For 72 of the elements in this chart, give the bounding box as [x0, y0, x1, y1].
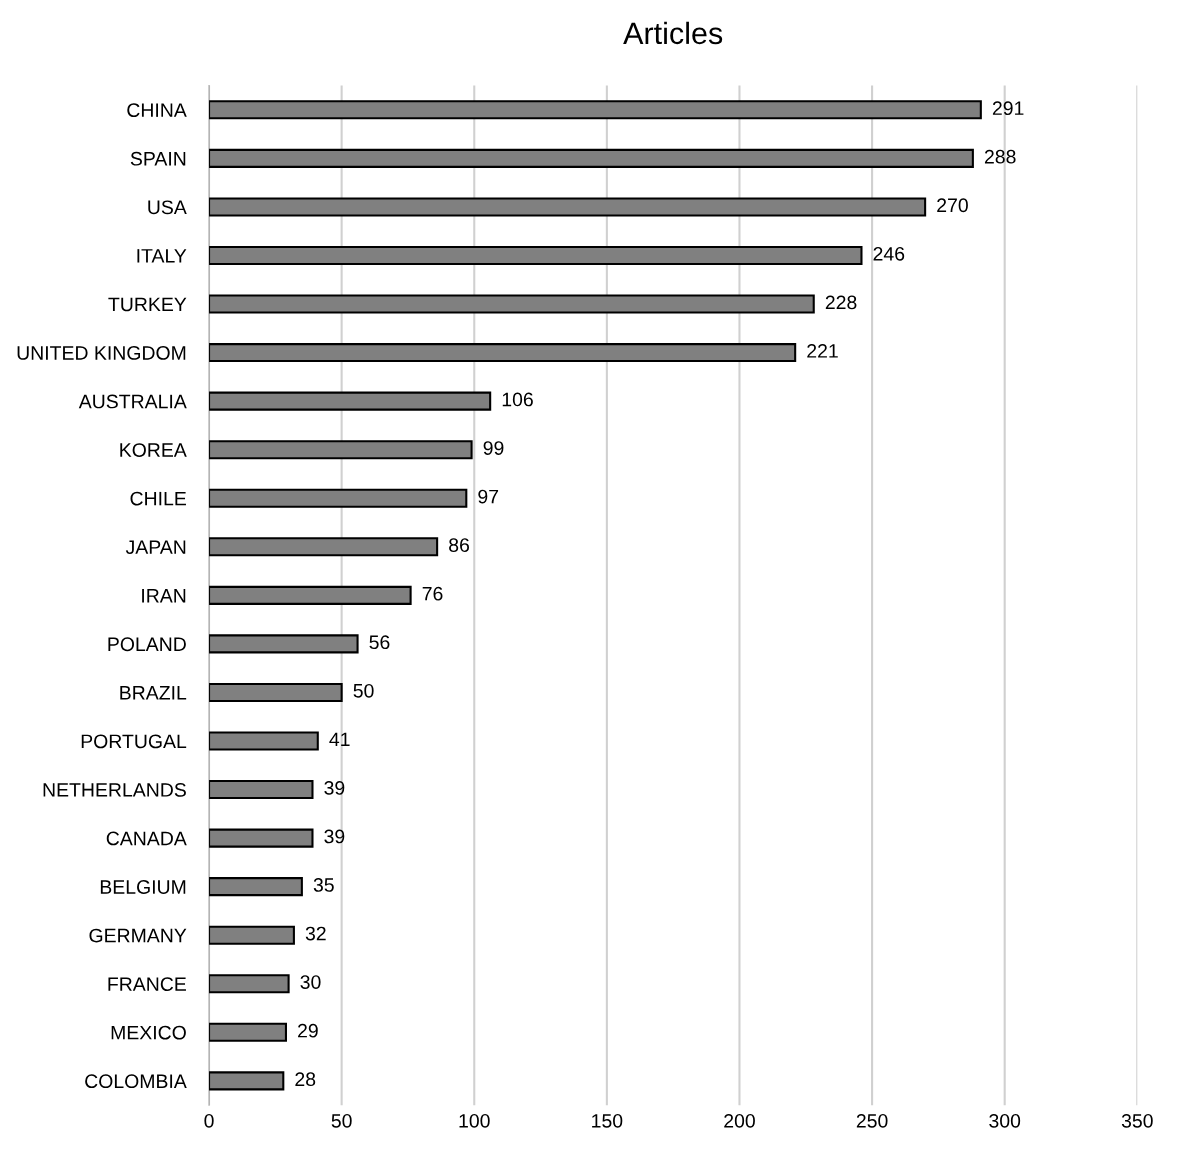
data-label: 41: [329, 732, 350, 747]
y-tick-label: TURKEY: [108, 297, 187, 312]
data-label: 86: [449, 538, 470, 553]
x-tick-label: 50: [331, 1113, 352, 1128]
x-tick-label: 350: [1121, 1113, 1153, 1128]
y-tick-label: ITALY: [137, 249, 187, 263]
bar: [209, 925, 295, 945]
bar: [209, 877, 303, 897]
data-label: 99: [483, 441, 504, 455]
y-tick-label: FRANCE: [108, 977, 186, 991]
x-tick-label: 250: [856, 1113, 888, 1128]
bar: [209, 537, 439, 557]
data-label: 291: [992, 101, 1024, 116]
bar: [209, 440, 473, 460]
y-tick-label: CHINA: [127, 103, 187, 118]
data-label: 30: [300, 975, 321, 989]
y-tick-label: SPAIN: [130, 151, 186, 166]
y-tick-label: NETHERLANDS: [43, 783, 186, 797]
data-label: 228: [825, 295, 857, 310]
bar: [209, 148, 974, 168]
y-tick-label: UNITED KINGDOM: [17, 346, 186, 360]
bar: [209, 343, 797, 363]
data-label: 39: [324, 781, 345, 795]
y-tick-label: BRAZIL: [120, 686, 187, 700]
y-tick-label: CHILE: [130, 491, 186, 506]
data-label: 76: [422, 586, 443, 601]
data-label: 28: [295, 1072, 316, 1087]
bar: [209, 974, 290, 994]
x-tick-label: 150: [592, 1113, 623, 1128]
bar: [209, 682, 343, 702]
y-tick-label: COLOMBIA: [85, 1074, 187, 1089]
y-tick-label: JAPAN: [125, 540, 186, 555]
x-tick-label: 200: [724, 1113, 755, 1128]
data-label: 56: [369, 635, 390, 650]
y-tick-label: IRAN: [142, 589, 186, 603]
y-tick-label: AUSTRALIA: [78, 394, 187, 409]
x-tick-label: 0: [204, 1113, 214, 1128]
y-tick-label: MEXICO: [111, 1025, 186, 1040]
x-tick-label: 100: [459, 1113, 490, 1128]
y-tick-label: CANADA: [106, 831, 187, 846]
data-label: 246: [873, 246, 905, 261]
bar: [209, 1071, 285, 1091]
bar: [209, 780, 314, 800]
data-label: 97: [478, 489, 499, 504]
y-tick-label: PORTUGAL: [81, 734, 187, 749]
data-label: 221: [807, 344, 838, 358]
y-tick-label: KOREA: [120, 443, 187, 457]
bar: [209, 391, 492, 411]
data-label: 270: [937, 198, 968, 213]
chart-title: Articles: [623, 21, 723, 45]
data-label: 35: [313, 878, 334, 892]
bar: [209, 731, 319, 751]
bar: [209, 488, 468, 508]
bar: [209, 634, 359, 654]
data-label: 29: [298, 1023, 318, 1038]
bar: [209, 197, 927, 217]
y-tick-label: POLAND: [108, 637, 186, 652]
bar: [209, 245, 863, 266]
data-label: 50: [353, 683, 374, 698]
bar: [209, 294, 815, 314]
y-tick-label: USA: [148, 200, 187, 215]
bar: [209, 585, 412, 605]
data-label: 39: [324, 829, 345, 844]
bar: [209, 1022, 287, 1042]
data-label: 288: [984, 149, 1016, 164]
bar: [209, 828, 314, 848]
data-label: 32: [305, 926, 326, 941]
bar: [209, 100, 982, 120]
y-tick-label: BELGIUM: [100, 880, 186, 894]
data-label: 106: [502, 392, 533, 407]
x-tick-label: 300: [989, 1113, 1021, 1128]
y-tick-label: GERMANY: [89, 928, 187, 943]
